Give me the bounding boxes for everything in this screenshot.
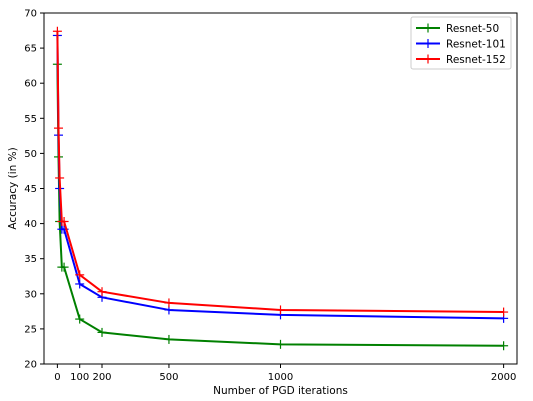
series-layer (52, 26, 509, 351)
data-point (276, 339, 285, 349)
data-point (54, 123, 64, 133)
legend-item: Resnet-152 (416, 54, 506, 66)
x-tick-label: 2000 (491, 372, 516, 383)
data-point (164, 334, 174, 344)
legend-label: Resnet-50 (446, 23, 499, 35)
y-tick-label: 50 (24, 149, 37, 160)
data-point (164, 298, 174, 308)
data-point (55, 173, 65, 183)
x-axis: 0 100 200 500 1000 2000 (54, 364, 516, 383)
x-tick-label: 1000 (268, 372, 293, 383)
series-line (56, 35, 504, 320)
data-point (499, 341, 509, 351)
legend-label: Resnet-152 (446, 54, 506, 66)
data-point (59, 216, 69, 226)
series-resnet-101 (52, 30, 509, 323)
y-tick-label: 45 (24, 184, 37, 195)
series-line (56, 31, 504, 314)
x-axis-label: Number of PGD iterations (213, 385, 348, 397)
legend: Resnet-50 Resnet-101 Resnet-152 (410, 16, 512, 70)
legend-box (410, 16, 512, 70)
y-axis: 20 25 30 35 40 45 50 55 60 65 70 (24, 9, 44, 371)
x-tick-label: 0 (54, 372, 60, 383)
y-tick-label: 30 (24, 289, 37, 300)
data-point (52, 26, 62, 36)
y-tick-label: 70 (24, 9, 37, 20)
y-tick-label: 40 (24, 219, 37, 230)
y-tick-label: 20 (24, 360, 37, 371)
y-tick-label: 55 (24, 114, 37, 125)
x-tick-label: 500 (159, 372, 178, 383)
y-tick-label: 60 (24, 79, 37, 90)
data-point (97, 287, 107, 297)
y-tick-label: 65 (24, 44, 37, 55)
data-point (75, 270, 85, 280)
legend-item: Resnet-101 (416, 38, 506, 50)
data-point (75, 314, 85, 324)
y-tick-label: 25 (24, 324, 37, 335)
series-line (56, 64, 504, 347)
y-tick-label: 35 (24, 254, 37, 265)
legend-label: Resnet-101 (446, 38, 506, 50)
x-tick-label: 100 (70, 372, 89, 383)
data-point (75, 279, 85, 289)
data-point (59, 262, 69, 272)
data-point (499, 307, 509, 317)
data-point (276, 305, 285, 315)
y-axis-label: Accuracy (in %) (7, 147, 19, 229)
x-tick-label: 200 (92, 372, 111, 383)
series-resnet-152 (52, 26, 509, 317)
legend-item: Resnet-50 (416, 23, 499, 35)
data-point (97, 327, 107, 337)
